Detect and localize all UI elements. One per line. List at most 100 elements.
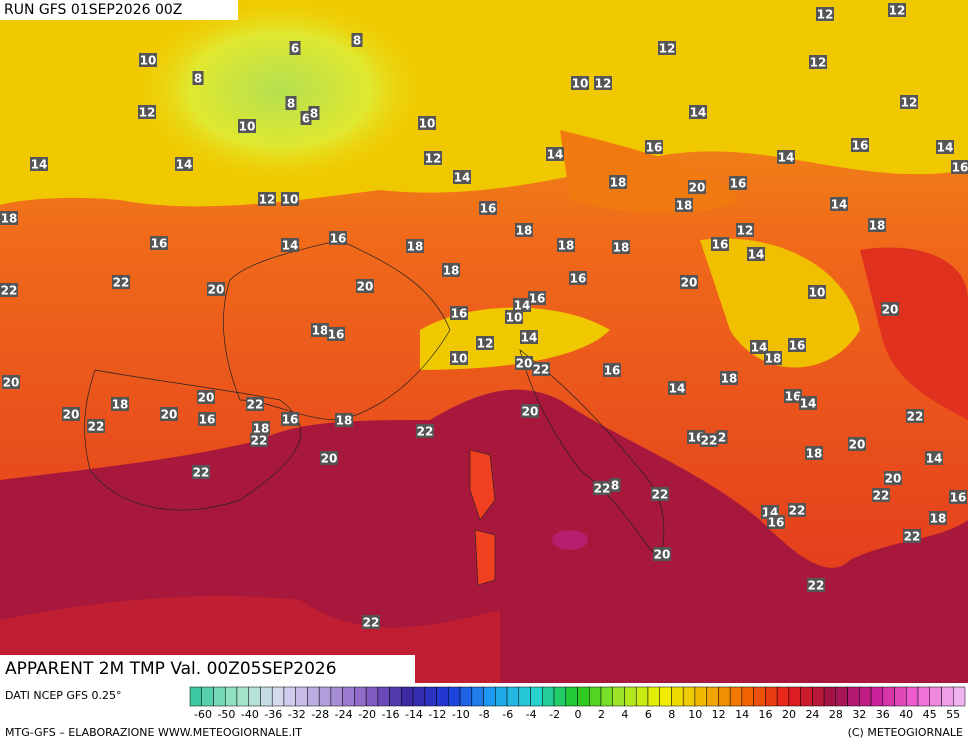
legend-tick-label: 16: [759, 708, 773, 721]
temperature-label: 16: [852, 139, 869, 153]
label-box: [281, 412, 299, 426]
temperature-label: 10: [572, 77, 589, 91]
label-box: [936, 140, 954, 154]
label-box: [816, 7, 834, 21]
legend-swatch: [260, 686, 273, 707]
legend-swatch: [365, 686, 379, 707]
temperature-label: 14: [521, 331, 538, 345]
legend-tick-label: 8: [668, 708, 675, 721]
temperature-label: 14: [831, 198, 848, 212]
legend-swatch: [330, 686, 343, 707]
copyright: (C) METEOGIORNALE: [848, 726, 963, 739]
temperature-label: 20: [885, 472, 902, 486]
legend-tick-label: -8: [479, 708, 490, 721]
temperature-label: 22: [533, 363, 550, 377]
label-box: [62, 407, 80, 421]
map-title: APPARENT 2M TMP Val. 00Z05SEP2026: [5, 659, 337, 679]
temperature-label: 20: [522, 405, 539, 419]
temperature-label: 16: [282, 413, 299, 427]
color-legend: -60 -50 -40 -36 -32 -28 -24 -20 -16 -14 -12 -10 -8 -6…: [189, 686, 966, 721]
temperature-label: 10: [419, 117, 436, 131]
label-box: [688, 180, 706, 194]
legend-swatch: [953, 686, 966, 707]
label-box: [767, 515, 785, 529]
legend-swatch: [436, 686, 449, 707]
legend-swatch: [271, 686, 285, 707]
label-box: [805, 446, 823, 460]
legend-tick-label: 14: [735, 708, 749, 721]
temperature-label: 16: [151, 237, 168, 251]
temperature-label: 20: [3, 376, 20, 390]
temperature-label: 18: [676, 199, 693, 213]
legend-tick-label: 55: [946, 708, 960, 721]
label-box: [515, 356, 533, 370]
label-box: [594, 76, 612, 90]
temperature-label: 18: [112, 398, 129, 412]
legend-swatch: [894, 686, 907, 707]
label-box: [764, 351, 782, 365]
legend-tick-label: 45: [923, 708, 937, 721]
legend-swatch: [635, 686, 649, 707]
temperature-label: 22: [247, 398, 264, 412]
legend-swatch: [577, 686, 590, 707]
temperature-label: 22: [701, 434, 718, 448]
legend-swatch: [483, 686, 496, 707]
temperature-label: 14: [514, 299, 531, 313]
temperature-label: 18: [613, 241, 630, 255]
temperature-label: 12: [477, 337, 494, 351]
temperature-label: 10: [282, 193, 299, 207]
label-box: [868, 218, 886, 232]
legend-swatch: [307, 686, 320, 707]
temperature-label: 18: [253, 422, 270, 436]
legend-swatch: [718, 686, 731, 707]
temperature-label: 20: [654, 548, 671, 562]
legend-tick-label: -32: [288, 708, 306, 721]
temperature-label: 14: [926, 452, 943, 466]
legend-swatch: [588, 686, 602, 707]
label-box: [112, 275, 130, 289]
temperature-label: 22: [417, 425, 434, 439]
label-box: [513, 298, 531, 312]
legend-swatch: [424, 686, 437, 707]
temperature-label: 20: [849, 438, 866, 452]
source: DATI NCEP GFS 0.25°: [5, 689, 122, 702]
temperature-label: 20: [321, 452, 338, 466]
temperature-label: 18: [312, 324, 329, 338]
label-box: [351, 33, 363, 47]
label-box: [2, 375, 20, 389]
label-box: [356, 279, 374, 293]
label-box: [362, 615, 380, 629]
label-box: [532, 362, 550, 376]
label-box: [881, 302, 899, 316]
label-box: [0, 211, 18, 225]
label-box: [505, 310, 523, 324]
legend-swatch: [553, 686, 567, 707]
temperature-label: 16: [451, 307, 468, 321]
label-box: [192, 465, 210, 479]
label-box: [175, 157, 193, 171]
label-box: [329, 231, 347, 245]
temperature-label: 14: [31, 158, 48, 172]
legend-swatch: [906, 686, 919, 707]
temperature-label: 20: [882, 303, 899, 317]
temperature-label: 16: [950, 491, 967, 505]
label-box: [808, 285, 826, 299]
temperature-label: 18: [1, 212, 18, 226]
label-box: [949, 490, 967, 504]
label-box: [311, 323, 329, 337]
temperature-label: 22: [907, 410, 924, 424]
legend-tick-label: 40: [899, 708, 913, 721]
legend-swatch: [941, 686, 954, 707]
label-box: [571, 76, 589, 90]
temperature-label: 22: [594, 482, 611, 496]
legend-tick-label: -10: [452, 708, 470, 721]
label-box: [300, 111, 312, 125]
label-box: [711, 237, 729, 251]
label-box: [238, 119, 256, 133]
label-box: [729, 176, 747, 190]
temperature-label: 16: [785, 390, 802, 404]
legend-tick-label: -6: [502, 708, 513, 721]
label-box: [809, 55, 827, 69]
legend-swatch: [917, 686, 931, 707]
